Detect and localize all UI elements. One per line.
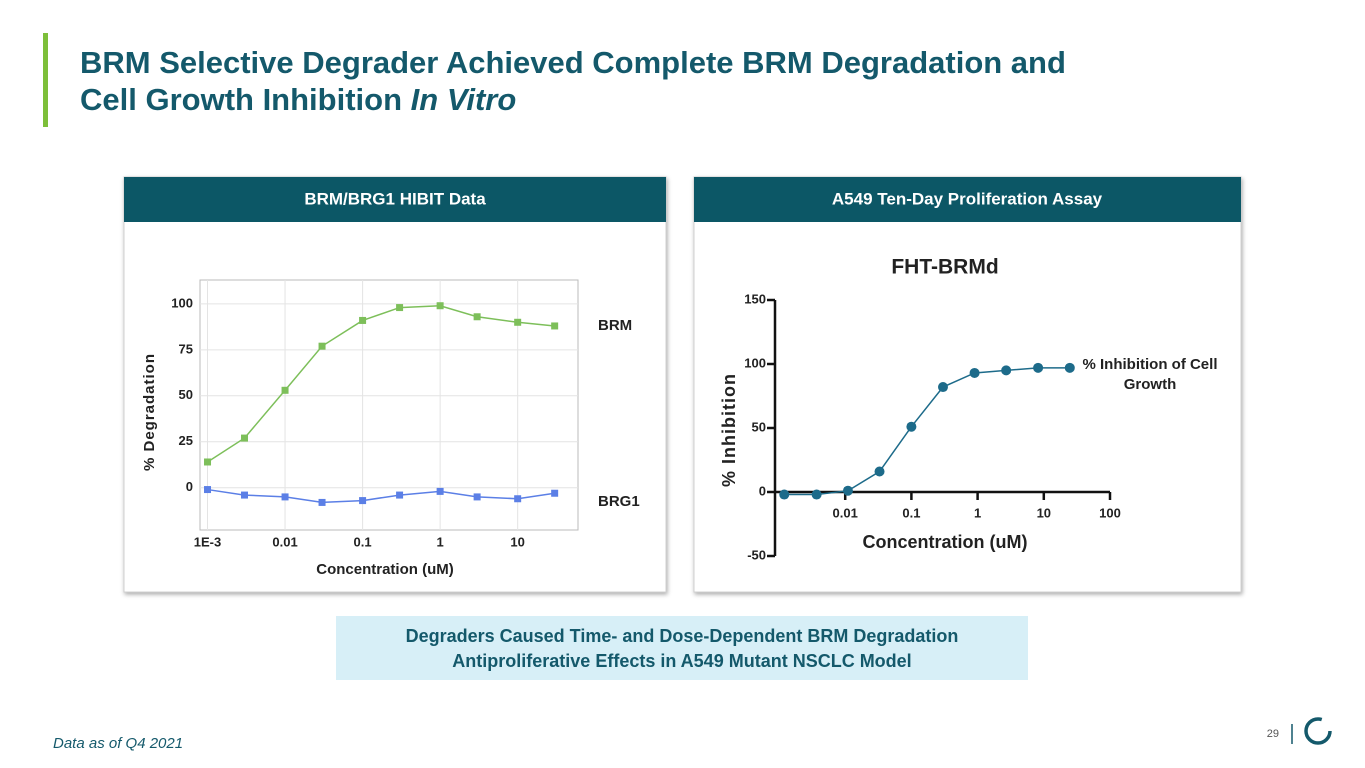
point — [396, 491, 404, 499]
panel-title: BRM/BRG1 HIBIT Data — [304, 189, 486, 208]
panel — [693, 176, 1242, 593]
point — [779, 489, 790, 500]
point — [937, 382, 948, 393]
y-axis-label: % Degradation — [141, 353, 158, 471]
x-tick-label: 1E-3 — [194, 534, 221, 549]
x-tick-label: 1 — [437, 534, 444, 549]
point — [204, 458, 212, 466]
point — [281, 386, 289, 394]
panel-header — [694, 177, 1241, 222]
slide-title: BRM Selective Degrader Achieved Complete… — [80, 45, 1066, 80]
plot-frame — [199, 279, 579, 531]
point — [551, 322, 559, 330]
panel-title: A549 Ten-Day Proliferation Assay — [832, 189, 1103, 208]
point — [281, 493, 289, 501]
legend-label: BRG1 — [598, 493, 640, 510]
point — [1001, 365, 1012, 376]
point — [204, 486, 212, 494]
point — [241, 434, 249, 442]
y-tick-label: 0 — [759, 483, 766, 498]
accent-bar — [43, 33, 48, 127]
summary-text: Degraders Caused Time- and Dose-Dependen… — [406, 626, 959, 646]
x-tick-label: 10 — [510, 534, 524, 549]
point — [436, 302, 444, 310]
point — [241, 491, 249, 499]
chart-title: FHT-BRMd — [891, 256, 998, 279]
y-tick-label: 100 — [744, 355, 766, 370]
x-tick-label: 100 — [1099, 505, 1121, 520]
point — [906, 421, 917, 432]
x-tick-label: 10 — [1037, 505, 1051, 520]
series-line — [207, 304, 555, 463]
summary-text: Antiproliferative Effects in A549 Mutant… — [452, 651, 911, 671]
y-tick-label: 25 — [179, 433, 193, 448]
point — [473, 493, 481, 501]
series-line — [784, 367, 1070, 496]
point — [551, 489, 559, 497]
x-tick-label: 0.01 — [833, 505, 858, 520]
point — [359, 316, 367, 324]
legend-label: BRM — [598, 317, 632, 334]
page-number: 29 — [1267, 728, 1279, 740]
point — [318, 498, 326, 506]
point — [359, 497, 367, 505]
point — [436, 487, 444, 495]
y-tick-label: 50 — [752, 419, 766, 434]
title-italic: In Vitro — [411, 82, 517, 117]
point — [318, 342, 326, 350]
y-axis-label: % Inhibition — [719, 373, 739, 487]
panel — [123, 176, 667, 593]
point — [842, 485, 853, 496]
slide-title: Cell Growth Inhibition In Vitro — [80, 82, 516, 117]
point — [514, 318, 522, 326]
x-axis-label: Concentration (uM) — [863, 532, 1028, 552]
series-line — [207, 488, 555, 504]
point — [473, 313, 481, 321]
x-tick-label: 0.1 — [902, 505, 920, 520]
point — [514, 495, 522, 503]
legend-label: % Inhibition of Cell Growth — [1082, 356, 1218, 393]
x-tick-label: 0.01 — [272, 534, 297, 549]
point — [1033, 362, 1044, 373]
point — [874, 466, 885, 477]
y-tick-label: 150 — [744, 291, 766, 306]
panel-header — [124, 177, 666, 222]
y-tick-label: 50 — [179, 387, 193, 402]
title-text: Cell Growth Inhibition — [80, 82, 402, 117]
x-tick-label: 1 — [974, 505, 981, 520]
summary-box — [336, 616, 1028, 680]
point — [1064, 362, 1075, 373]
point — [396, 304, 404, 312]
x-axis-label: Concentration (uM) — [316, 561, 453, 578]
y-tick-label: 75 — [179, 341, 193, 356]
y-tick-label: 100 — [171, 295, 193, 310]
y-tick-label: -50 — [747, 547, 766, 562]
point — [811, 489, 822, 500]
footnote: Data as of Q4 2021 — [53, 735, 183, 752]
point — [969, 367, 980, 378]
y-tick-label: 0 — [186, 479, 193, 494]
x-tick-label: 0.1 — [354, 534, 372, 549]
logo — [1304, 717, 1332, 745]
